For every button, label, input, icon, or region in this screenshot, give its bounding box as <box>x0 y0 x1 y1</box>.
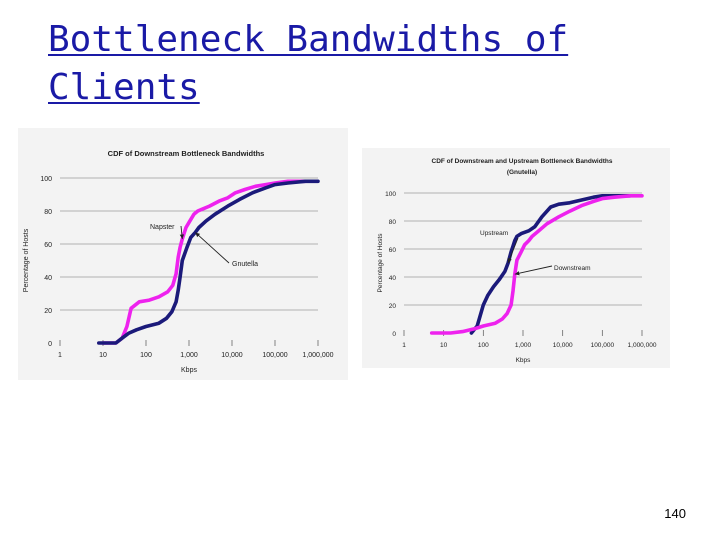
page-number: 140 <box>664 506 686 521</box>
chart2-y-tick-label-0: 0 <box>392 331 396 338</box>
chart1-x-tick-label-1: 1 <box>58 352 62 359</box>
chart1-annotation-arrowhead-napster <box>179 234 185 240</box>
chart-downstream-upstream-gnutella: CDF of Downstream and Upstream Bottlenec… <box>362 148 670 368</box>
chart2-x-axis-label: Kbps <box>516 357 532 364</box>
chart2-subtitle: (Gnutella) <box>507 169 537 176</box>
chart2-x-tick-label-1000: 1,000 <box>515 342 532 349</box>
chart2-series-line-downstream <box>429 193 644 335</box>
chart2-y-tick-label-60: 60 <box>389 247 397 254</box>
chart-downstream-bottleneck-svg: CDF of Downstream Bottleneck Bandwidths 0… <box>18 128 348 380</box>
chart1-annotation-arrowhead-gnutella <box>195 232 201 238</box>
chart2-x-tick-label-100: 100 <box>478 342 489 349</box>
chart1-y-axis-label: Percentage of Hosts <box>23 228 30 292</box>
chart2-title: CDF of Downstream and Upstream Bottlenec… <box>432 158 613 165</box>
chart2-background <box>362 148 670 368</box>
chart1-title: CDF of Downstream Bottleneck Bandwidths <box>108 149 265 158</box>
chart1-y-tick-label-60: 60 <box>44 242 52 249</box>
chart1-annotation-napster: Napster <box>150 224 175 231</box>
chart2-annotation-arrowhead-downstream <box>514 271 520 276</box>
chart1-x-tick-label-10: 10 <box>99 352 107 359</box>
chart2-y-tick-label-40: 40 <box>389 275 397 282</box>
slide-title-line-1: Bottleneck Bandwidths of <box>48 19 569 60</box>
slide-title: Bottleneck Bandwidths of Clients <box>48 16 608 112</box>
chart1-annotation-arrow-gnutella <box>194 232 230 264</box>
chart1-x-axis-label: Kbps <box>181 367 197 374</box>
chart2-y-axis-label: Percentage of Hosts <box>377 233 384 293</box>
chart2-y-tick-label-100: 100 <box>385 191 396 198</box>
chart1-y-tick-label-20: 20 <box>44 308 52 315</box>
chart2-x-tick-label-10: 10 <box>440 342 448 349</box>
chart1-y-tick-label-40: 40 <box>44 275 52 282</box>
chart2-annotation-arrow-downstream <box>514 265 553 275</box>
chart1-x-tick-label-1000000: 1,000,000 <box>302 352 333 359</box>
chart2-x-tick-label-1: 1 <box>402 342 406 349</box>
chart2-x-tick-label-1000000: 1,000,000 <box>628 342 657 349</box>
chart1-x-tick-label-100: 100 <box>140 352 152 359</box>
chart1-series-line-napster <box>101 179 307 345</box>
chart2-annotation-downstream: Downstream <box>554 265 590 272</box>
chart1-x-tick-label-10000: 10,000 <box>221 352 243 359</box>
chart2-x-tick-label-10000: 10,000 <box>553 342 573 349</box>
chart2-y-tick-label-20: 20 <box>389 303 397 310</box>
chart2-y-tick-label-80: 80 <box>389 219 397 226</box>
chart-downstream-bottleneck: CDF of Downstream Bottleneck Bandwidths 0… <box>18 128 348 380</box>
chart2-series-line-upstream <box>469 193 632 335</box>
chart1-y-tick-label-0: 0 <box>48 341 52 348</box>
chart2-annotation-upstream: Upstream <box>480 230 508 237</box>
chart2-annotation-arrowhead-upstream <box>507 258 512 263</box>
chart1-x-tick-label-100000: 100,000 <box>262 352 287 359</box>
chart1-annotation-gnutella: Gnutella <box>232 261 258 268</box>
chart1-x-tick-label-1000: 1,000 <box>180 352 198 359</box>
chart1-series-line-gnutella <box>97 179 320 345</box>
chart1-y-tick-label-80: 80 <box>44 209 52 216</box>
chart1-y-tick-label-100: 100 <box>40 176 52 183</box>
chart2-x-tick-label-100000: 100,000 <box>591 342 615 349</box>
slide-title-line-2: Clients <box>48 67 200 108</box>
chart-downstream-upstream-gnutella-svg: CDF of Downstream and Upstream Bottlenec… <box>362 148 670 368</box>
